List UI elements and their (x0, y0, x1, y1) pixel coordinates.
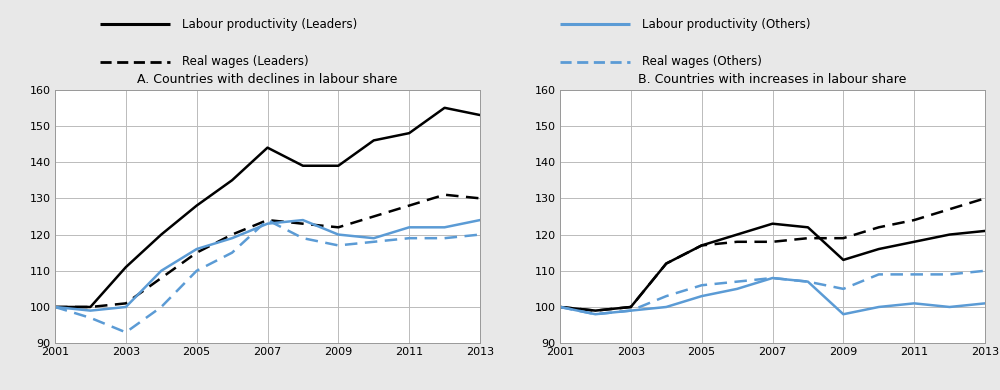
Text: Labour productivity (Others): Labour productivity (Others) (642, 18, 811, 30)
Title: A. Countries with declines in labour share: A. Countries with declines in labour sha… (137, 73, 398, 86)
Text: Labour productivity (Leaders): Labour productivity (Leaders) (182, 18, 357, 30)
Title: B. Countries with increases in labour share: B. Countries with increases in labour sh… (638, 73, 907, 86)
Text: Real wages (Others): Real wages (Others) (642, 55, 762, 68)
Text: Real wages (Leaders): Real wages (Leaders) (182, 55, 309, 68)
